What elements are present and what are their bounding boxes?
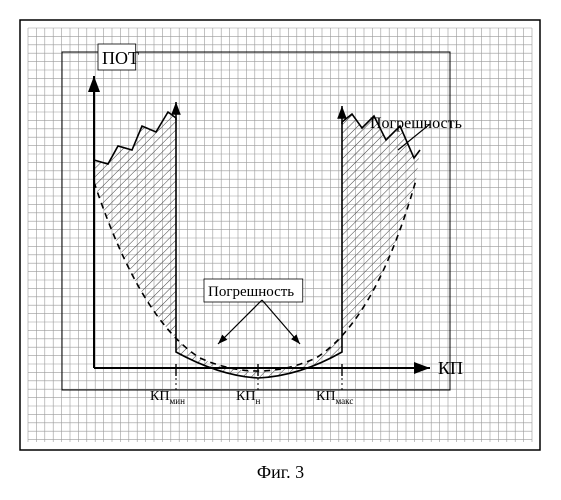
- figure-caption: Фиг. 3: [0, 462, 561, 483]
- page: ПОТ Погрешность Погрешность КП КПмин КПн КПмак…: [0, 0, 561, 500]
- label-x-axis: КП: [438, 358, 463, 378]
- label-kp-min: КПмин: [150, 389, 185, 406]
- label-kp-max: КПмакс: [316, 389, 353, 406]
- label-error-mid: Погрешность: [208, 284, 294, 300]
- background-grid: [28, 28, 532, 442]
- figure-svg: ПОТ Погрешность Погрешность КП КПмин КПн КПмак…: [0, 0, 561, 460]
- label-kp-n: КПн: [236, 389, 260, 406]
- label-error-right: Погрешность: [370, 115, 462, 132]
- label-y-axis: ПОТ: [102, 48, 139, 68]
- hatched-region: [94, 112, 420, 378]
